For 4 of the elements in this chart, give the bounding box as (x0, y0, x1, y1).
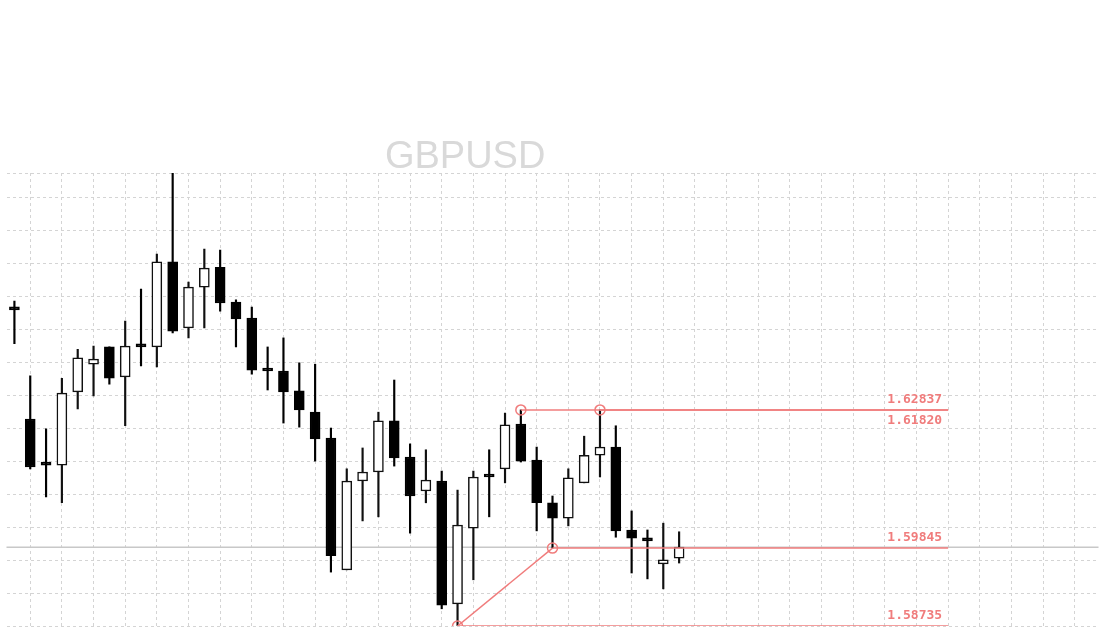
series-label: 1.58735 (887, 606, 943, 622)
series-label: 1.61820 (887, 411, 943, 427)
series-label: 1.59845 (887, 528, 943, 544)
series-label: 1.62837 (887, 390, 943, 406)
